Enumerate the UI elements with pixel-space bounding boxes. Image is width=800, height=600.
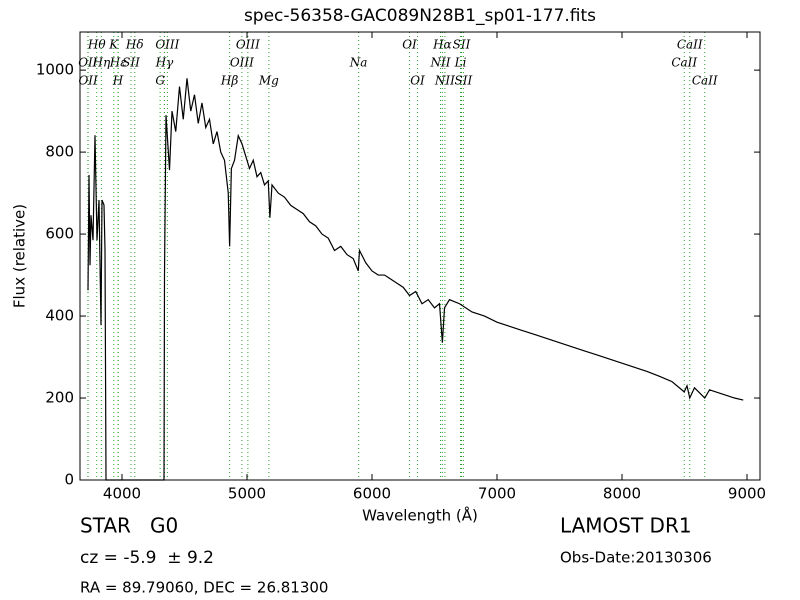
spectral-line-label: SII [122, 56, 140, 70]
spectral-line-label: K [108, 38, 119, 52]
spectral-line-label: OII [78, 74, 98, 88]
y-tick-label: 1000 [36, 61, 74, 79]
spectral-line-label: OIII [230, 56, 254, 70]
spectral-line-label: SII [455, 74, 473, 88]
spectral-line-label: Hα [432, 38, 452, 52]
spectral-line-label: Li [454, 56, 467, 70]
spectral-line-label: Hθ [87, 38, 106, 52]
coordinates: RA = 89.79060, DEC = 26.81300 [80, 579, 328, 597]
x-tick-label: 7000 [478, 485, 516, 503]
spectral-line-label: H [112, 74, 124, 88]
spectral-line-label: Mg [258, 74, 279, 88]
spectral-line-label: Hβ [220, 74, 238, 88]
y-tick-label: 400 [45, 307, 74, 325]
spectral-line-label: CaII [692, 74, 718, 88]
spectral-line-label: G [155, 74, 165, 88]
y-tick-label: 0 [64, 471, 74, 489]
y-axis-label: Flux (relative) [11, 204, 29, 308]
x-tick-label: 8000 [603, 485, 641, 503]
x-axis-label: Wavelength (Å) [362, 506, 478, 525]
spectrum-line [87, 78, 744, 481]
spectral-line-label: OIII [155, 38, 179, 52]
spectral-line-label: CaII [677, 38, 703, 52]
redshift: cz = -5.9 ± 9.2 [80, 548, 214, 568]
spectral-line-label: Hη [92, 56, 111, 70]
plot-frame [79, 31, 761, 481]
x-tick-label: 4000 [103, 485, 141, 503]
spectral-line-label: OI [410, 74, 425, 88]
object-class: STAR G0 [80, 514, 178, 538]
spectral-line-label: Na [349, 56, 368, 70]
y-tick-label: 800 [45, 143, 74, 161]
chart-title: spec-56358-GAC089N28B1_sp01-177.fits [244, 6, 596, 26]
spectral-line-label: NII [430, 56, 451, 70]
spectral-line-label: OII [78, 56, 98, 70]
spectral-line-label: Hγ [155, 56, 174, 70]
x-tick-label: 5000 [228, 485, 266, 503]
spectral-line-label: SII [453, 38, 471, 52]
x-tick-label: 6000 [353, 485, 391, 503]
survey: LAMOST DR1 [560, 514, 692, 538]
spectral-line-label: OIII [236, 38, 260, 52]
x-tick-label: 9000 [728, 485, 766, 503]
obs-date: Obs-Date:20130306 [560, 549, 712, 567]
y-tick-label: 200 [45, 389, 74, 407]
spectral-line-label: CaII [671, 56, 697, 70]
y-tick-label: 600 [45, 225, 74, 243]
spectral-line-label: NII [434, 74, 455, 88]
spectral-line-label: Hδ [125, 38, 144, 52]
spectral-line-label: OI [402, 38, 417, 52]
spectral-line-label: Hε [109, 56, 127, 70]
